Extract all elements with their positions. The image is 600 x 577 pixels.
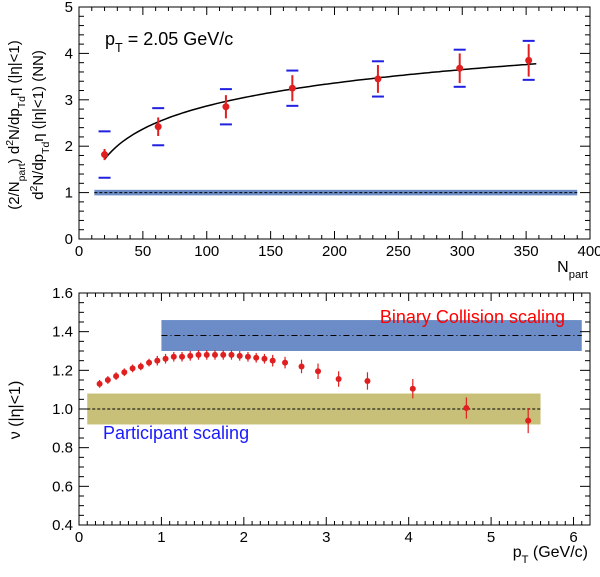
data-point — [187, 352, 194, 359]
y-tick-label: 0 — [65, 231, 73, 248]
data-point — [154, 123, 162, 131]
data-point — [137, 363, 144, 370]
x-tick-label: 5 — [487, 529, 495, 546]
y-tick-label: 0.6 — [52, 478, 73, 495]
x-tick-label: 350 — [514, 243, 539, 260]
data-point — [269, 357, 276, 364]
x-tick-label: 400 — [577, 243, 600, 260]
data-point — [228, 351, 235, 358]
x-tick-label: 1 — [157, 529, 165, 546]
top-y-axis-label-upper: (2/Npart) d2N/dpTdη (|η|<1) — [4, 40, 28, 210]
data-point — [288, 84, 296, 92]
data-point — [456, 64, 464, 72]
bottom-panel: Binary Collision scaling Participant scal… — [7, 285, 591, 566]
y-tick-label: 0.4 — [52, 517, 73, 534]
data-point — [96, 380, 103, 387]
data-point — [154, 357, 161, 364]
top-fit-curve — [103, 63, 537, 160]
top-axis-ticks: 0 50 100 150 200 250 300 350 400 0 1 2 3 4 5 — [65, 0, 600, 260]
y-tick-label: 1.2 — [52, 362, 73, 379]
data-point — [195, 351, 202, 358]
data-point — [282, 359, 289, 366]
x-tick-label: 6 — [569, 529, 577, 546]
data-point — [463, 405, 470, 412]
data-point — [129, 365, 136, 372]
data-point — [374, 75, 382, 83]
x-tick-label: 100 — [194, 243, 219, 260]
binary-collision-label: Binary Collision scaling — [380, 307, 565, 327]
y-tick-label: 1.4 — [52, 324, 73, 341]
data-point — [113, 373, 120, 380]
data-point — [170, 353, 177, 360]
data-point — [211, 351, 218, 358]
data-point — [236, 352, 243, 359]
x-tick-label: 50 — [135, 243, 152, 260]
bottom-scaling-bands: Binary Collision scaling Participant scal… — [87, 307, 582, 443]
data-point — [315, 368, 322, 375]
data-point — [203, 351, 210, 358]
top-panel: 0 50 100 150 200 250 300 350 400 0 1 2 3 4 5 pT = 2.05… — [4, 0, 600, 281]
data-point — [244, 353, 251, 360]
x-tick-label: 200 — [322, 243, 347, 260]
y-tick-label: 0.8 — [52, 440, 73, 457]
top-x-axis-label: Npart — [557, 259, 589, 281]
x-tick-label: 250 — [386, 243, 411, 260]
data-point — [298, 363, 305, 370]
top-reference-band — [94, 189, 578, 196]
y-tick-label: 3 — [65, 92, 73, 109]
y-tick-label: 1.6 — [52, 285, 73, 302]
top-data-points — [98, 39, 535, 179]
data-point — [335, 376, 342, 383]
data-point — [162, 355, 169, 362]
data-point — [525, 56, 533, 64]
fit-curve — [103, 63, 537, 160]
x-tick-label: 150 — [258, 243, 283, 260]
data-point — [261, 355, 268, 362]
y-tick-label: 4 — [65, 45, 73, 62]
x-tick-label: 2 — [240, 529, 248, 546]
data-point — [222, 103, 230, 111]
x-tick-label: 0 — [75, 243, 83, 260]
data-point — [409, 385, 416, 392]
data-point — [364, 377, 371, 384]
data-point — [104, 377, 111, 383]
y-tick-label: 1.0 — [52, 401, 73, 418]
data-point — [146, 359, 153, 366]
data-point — [253, 354, 260, 361]
y-tick-label: 2 — [65, 138, 73, 155]
data-point — [101, 151, 109, 159]
bottom-axis-ticks: 0 1 2 3 4 5 6 0.4 0.6 0.8 1.0 1.2 1.4 1.6 — [52, 285, 590, 546]
data-point — [525, 417, 532, 424]
data-point — [220, 351, 227, 358]
bottom-y-axis-label: ν (|η|<1) — [7, 381, 24, 440]
y-tick-label: 1 — [65, 185, 73, 202]
x-tick-label: 3 — [322, 529, 330, 546]
data-point — [179, 353, 186, 360]
bottom-x-axis-label: pT (GeV/c) — [513, 544, 588, 566]
participant-label: Participant scaling — [103, 423, 249, 443]
x-tick-label: 4 — [405, 529, 413, 546]
y-tick-label: 5 — [65, 0, 73, 16]
top-y-axis-label-lower: d2N/dpTdη (|η|<1) (NN) — [28, 50, 52, 200]
data-point — [121, 369, 128, 376]
bottom-data-points — [96, 350, 532, 434]
x-tick-label: 300 — [450, 243, 475, 260]
pt-annotation: pT = 2.05 GeV/c — [105, 29, 233, 55]
x-tick-label: 0 — [75, 529, 83, 546]
